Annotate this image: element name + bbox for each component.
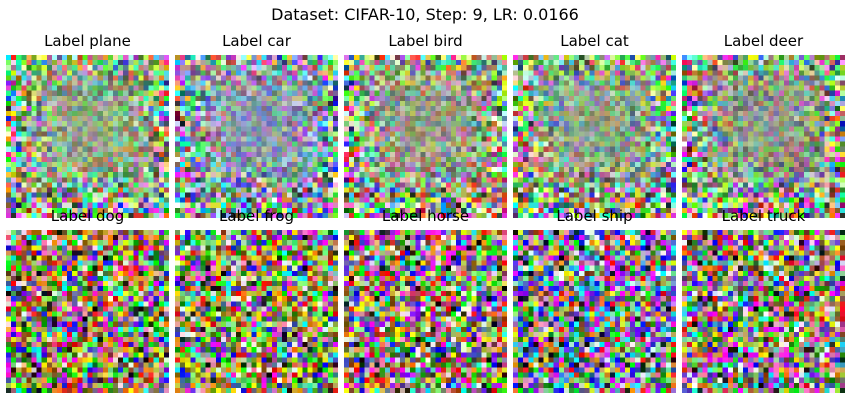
synthetic-image: [175, 55, 338, 218]
panel-label: Label frog: [218, 207, 295, 225]
panel-label: Label car: [222, 32, 291, 50]
panel-label: Label truck: [721, 207, 806, 225]
synthetic-image: [682, 55, 845, 218]
panel-label: Label horse: [381, 207, 470, 225]
synthetic-image: [6, 230, 169, 393]
synthetic-image: [175, 230, 338, 393]
synthetic-image: [344, 55, 507, 218]
synthetic-image: [6, 55, 169, 218]
figure-title: Dataset: CIFAR-10, Step: 9, LR: 0.0166: [271, 5, 579, 24]
synthetic-image: [344, 230, 507, 393]
panel-label: Label bird: [388, 32, 463, 50]
panel-label: Label cat: [560, 32, 629, 50]
synthetic-image: [513, 230, 676, 393]
panel-label: Label plane: [44, 32, 131, 50]
synthetic-image: [513, 55, 676, 218]
synthetic-image: [682, 230, 845, 393]
panel-label: Label dog: [50, 207, 125, 225]
panel-label: Label ship: [556, 207, 633, 225]
panel-label: Label deer: [723, 32, 804, 50]
